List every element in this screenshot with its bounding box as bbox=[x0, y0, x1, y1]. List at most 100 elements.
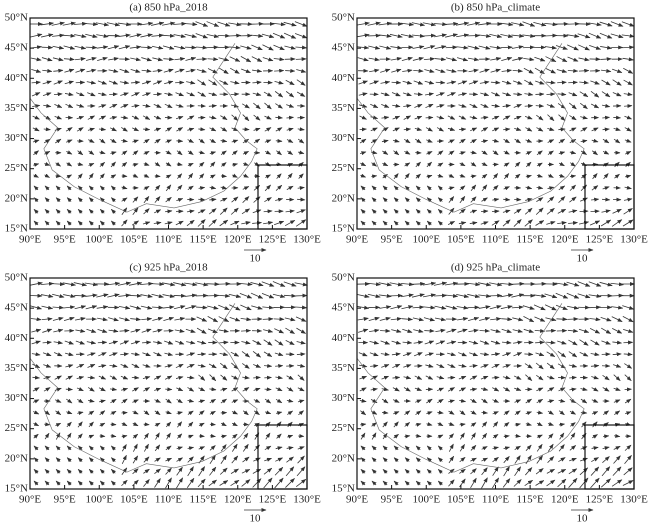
wind-arrow bbox=[600, 478, 611, 488]
wind-arrow bbox=[263, 209, 273, 214]
wind-arrow bbox=[165, 139, 172, 144]
wind-arrow bbox=[33, 162, 40, 167]
wind-arrow bbox=[264, 363, 273, 368]
wind-arrow bbox=[382, 220, 388, 226]
wind-arrow bbox=[121, 162, 128, 167]
wind-arrow bbox=[371, 480, 377, 486]
wind-arrow bbox=[164, 80, 174, 85]
wind-arrow bbox=[286, 456, 294, 463]
wind-arrow bbox=[413, 329, 424, 333]
wind-arrow bbox=[107, 45, 120, 50]
wind-arrow bbox=[31, 352, 41, 357]
wind-arrow bbox=[152, 80, 163, 85]
wind-arrow bbox=[446, 80, 457, 85]
wind-arrow bbox=[66, 185, 72, 191]
wind-arrow bbox=[241, 479, 251, 487]
wind-arrow bbox=[252, 351, 262, 358]
wind-arrow bbox=[588, 32, 602, 39]
wind-arrow bbox=[459, 456, 466, 463]
wind-arrow bbox=[184, 22, 198, 27]
wind-arrow bbox=[131, 92, 140, 97]
wind-arrow bbox=[613, 127, 621, 131]
wind-arrow bbox=[514, 399, 522, 404]
wind-arrow bbox=[121, 434, 128, 439]
wind-arrow bbox=[468, 80, 479, 85]
wind-arrow bbox=[501, 340, 512, 345]
wind-arrow bbox=[52, 316, 64, 321]
wind-arrow bbox=[285, 327, 295, 334]
wind-arrow bbox=[567, 68, 579, 73]
wind-arrow bbox=[129, 33, 142, 38]
wind-arrow bbox=[188, 172, 194, 180]
wind-arrow bbox=[285, 478, 295, 488]
wind-arrow bbox=[176, 457, 183, 462]
wind-arrow bbox=[176, 184, 183, 191]
wind-arrow bbox=[107, 293, 120, 298]
wind-arrow bbox=[367, 293, 381, 299]
wind-arrow bbox=[274, 352, 284, 357]
wind-arrow bbox=[165, 457, 172, 462]
wind-arrow bbox=[480, 103, 489, 108]
wind-arrow bbox=[242, 138, 250, 144]
wind-arrow bbox=[88, 197, 94, 203]
wind-arrow bbox=[240, 56, 252, 63]
wind-arrow bbox=[524, 115, 533, 120]
wind-arrow bbox=[545, 56, 557, 63]
wind-arrow bbox=[110, 410, 117, 416]
wind-arrow bbox=[297, 363, 306, 368]
wind-arrow bbox=[176, 477, 184, 489]
wind-arrow bbox=[154, 387, 162, 392]
wind-arrow bbox=[448, 455, 455, 464]
wind-arrow bbox=[274, 80, 284, 85]
wind-arrow bbox=[404, 173, 410, 180]
wind-arrow bbox=[435, 340, 446, 345]
wind-arrow bbox=[503, 466, 510, 477]
wind-arrow bbox=[470, 444, 477, 451]
wind-arrow bbox=[109, 363, 118, 368]
wind-arrow bbox=[479, 80, 490, 85]
wind-arrow bbox=[535, 362, 544, 370]
wind-arrow bbox=[143, 456, 150, 463]
wind-arrow bbox=[110, 220, 116, 226]
wind-arrow bbox=[242, 387, 250, 392]
wind-arrow bbox=[503, 387, 511, 392]
wind-arrow bbox=[567, 328, 579, 333]
wind-arrow bbox=[469, 127, 478, 132]
wind-arrow bbox=[130, 69, 141, 73]
wind-arrow bbox=[415, 422, 422, 427]
wind-arrow bbox=[382, 421, 388, 428]
wind-arrow bbox=[603, 173, 609, 180]
wind-arrow bbox=[469, 387, 478, 392]
wind-arrow bbox=[110, 468, 116, 474]
x-tick-label: 115°E bbox=[517, 234, 544, 246]
wind-arrow bbox=[131, 363, 140, 369]
x-tick-label: 105°E bbox=[447, 234, 475, 246]
wind-arrow bbox=[393, 469, 399, 474]
wind-arrow bbox=[623, 197, 633, 202]
wind-arrow bbox=[426, 445, 432, 451]
wind-arrow bbox=[77, 480, 83, 486]
wind-arrow bbox=[535, 352, 545, 357]
wind-arrow bbox=[569, 196, 577, 203]
wind-arrow bbox=[242, 363, 250, 369]
wind-arrow bbox=[297, 399, 305, 404]
wind-arrow bbox=[132, 127, 139, 132]
wind-arrow bbox=[481, 446, 488, 451]
wind-arrow bbox=[219, 352, 229, 357]
wind-arrow bbox=[610, 33, 624, 39]
coastline bbox=[356, 43, 585, 213]
wind-arrow bbox=[611, 479, 623, 487]
y-tick-label: 45°N bbox=[5, 302, 28, 314]
wind-arrow bbox=[253, 398, 261, 403]
wind-arrow bbox=[444, 21, 459, 26]
wind-arrow bbox=[389, 282, 403, 287]
wind-arrow bbox=[231, 421, 238, 427]
wind-arrow bbox=[154, 138, 161, 144]
wind-arrow bbox=[391, 68, 402, 73]
wind-arrow bbox=[251, 56, 263, 62]
wind-arrow bbox=[165, 150, 172, 155]
wind-arrow bbox=[402, 68, 413, 73]
wind-arrow bbox=[62, 21, 76, 26]
wind-arrow bbox=[43, 138, 51, 144]
wind-arrow bbox=[371, 469, 377, 474]
